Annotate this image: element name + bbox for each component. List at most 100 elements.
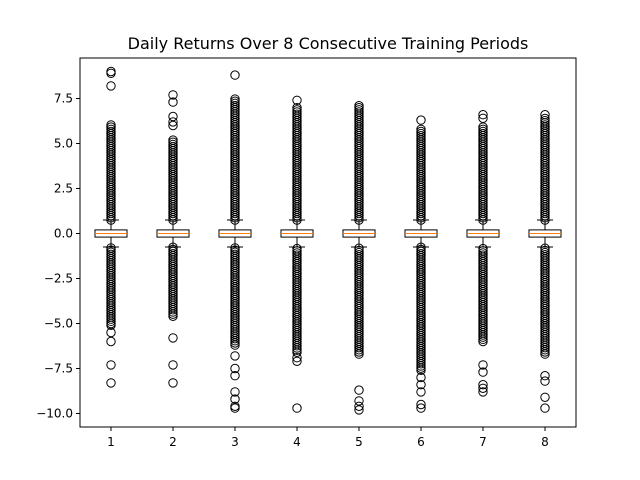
outlier-point [354, 250, 364, 260]
outlier-point [106, 249, 116, 260]
x-tick-label: 7 [479, 435, 487, 449]
outlier-point [416, 115, 426, 125]
outlier-point [354, 396, 364, 406]
x-tick-label: 4 [293, 435, 301, 449]
y-tick-label: −2.5 [44, 272, 73, 286]
outlier-point [106, 247, 116, 257]
outlier-point [478, 387, 488, 397]
outlier-point [230, 96, 240, 106]
outlier-point [106, 122, 116, 132]
outlier-point [106, 81, 116, 91]
outlier-point [416, 128, 426, 139]
outlier-point [230, 363, 240, 374]
outlier-point [230, 351, 240, 361]
y-tick-label: −7.5 [44, 362, 73, 376]
x-tick-label: 5 [355, 435, 363, 449]
outlier-point [540, 110, 550, 120]
x-tick-label: 6 [417, 435, 425, 449]
y-tick-label: 2.5 [54, 182, 73, 196]
outlier-point [168, 97, 178, 107]
outlier-point [416, 403, 426, 413]
plot-frame [79, 57, 577, 428]
outlier-point [292, 102, 302, 113]
x-tick-label: 2 [169, 435, 177, 449]
outlier-point [478, 110, 488, 120]
outlier-point [478, 124, 488, 134]
boxplot-8 [528, 110, 562, 413]
outlier-point [106, 124, 116, 134]
outlier-point [168, 111, 178, 122]
boxplot-2 [156, 90, 190, 388]
outlier-point [478, 250, 488, 260]
outlier-point [478, 113, 488, 124]
outlier-point [230, 100, 240, 111]
outlier-point [540, 247, 550, 258]
outlier-point [106, 378, 116, 388]
x-tick-label: 3 [231, 435, 239, 449]
outlier-point [540, 376, 550, 386]
outlier-point [168, 135, 178, 145]
outlier-point [292, 248, 302, 258]
outlier-point [230, 401, 240, 411]
outlier-point [106, 120, 116, 130]
outlier-point [354, 247, 364, 258]
outlier-point [540, 392, 550, 402]
outlier-point [168, 139, 178, 150]
outlier-point [478, 248, 488, 258]
outlier-point [106, 327, 116, 338]
outlier-point [168, 378, 178, 388]
outlier-point [540, 371, 550, 381]
outlier-point [230, 70, 240, 80]
outlier-point [230, 387, 240, 397]
outlier-point [106, 66, 116, 77]
y-tick-label: −5.0 [44, 317, 73, 331]
outlier-point [354, 105, 364, 115]
outlier-point [478, 360, 488, 370]
outlier-point [168, 137, 178, 147]
outlier-point [292, 250, 302, 260]
outlier-point [478, 128, 488, 139]
outlier-point [292, 107, 302, 117]
boxplot-3 [218, 70, 252, 413]
outlier-point [106, 320, 116, 330]
outlier-point [416, 380, 426, 390]
outlier-point [168, 333, 178, 343]
boxplot-6 [404, 115, 438, 413]
outlier-point [230, 98, 240, 109]
outlier-point [168, 120, 178, 131]
outlier-point [540, 120, 550, 130]
outlier-point [230, 394, 240, 404]
x-tick-label: 8 [541, 435, 549, 449]
outlier-point [540, 403, 550, 413]
outlier-point [478, 367, 488, 377]
outlier-point [416, 387, 426, 397]
outlier-point [168, 360, 178, 370]
outlier-point [230, 94, 240, 104]
outlier-point [230, 247, 240, 257]
outlier-point [416, 248, 426, 259]
outlier-point [292, 95, 302, 106]
boxplot-4 [280, 95, 314, 413]
y-tick-label: 5.0 [54, 137, 73, 151]
outlier-point [292, 105, 302, 115]
outlier-point [540, 113, 550, 124]
outlier-point [540, 115, 550, 126]
y-tick-label: 7.5 [54, 92, 73, 106]
outlier-point [478, 383, 488, 393]
outlier-point [540, 250, 550, 260]
boxplot-5 [342, 101, 376, 415]
outlier-point [354, 385, 364, 395]
outlier-point [292, 356, 302, 366]
x-tick-label: 1 [107, 435, 115, 449]
outlier-point [416, 399, 426, 410]
outlier-point [230, 371, 240, 381]
outlier-point [106, 126, 116, 137]
outlier-point [354, 101, 364, 111]
outlier-point [106, 336, 116, 347]
outlier-point [106, 360, 116, 370]
outlier-point [416, 126, 426, 137]
outlier-point [168, 117, 178, 127]
boxplot-1 [94, 66, 128, 388]
